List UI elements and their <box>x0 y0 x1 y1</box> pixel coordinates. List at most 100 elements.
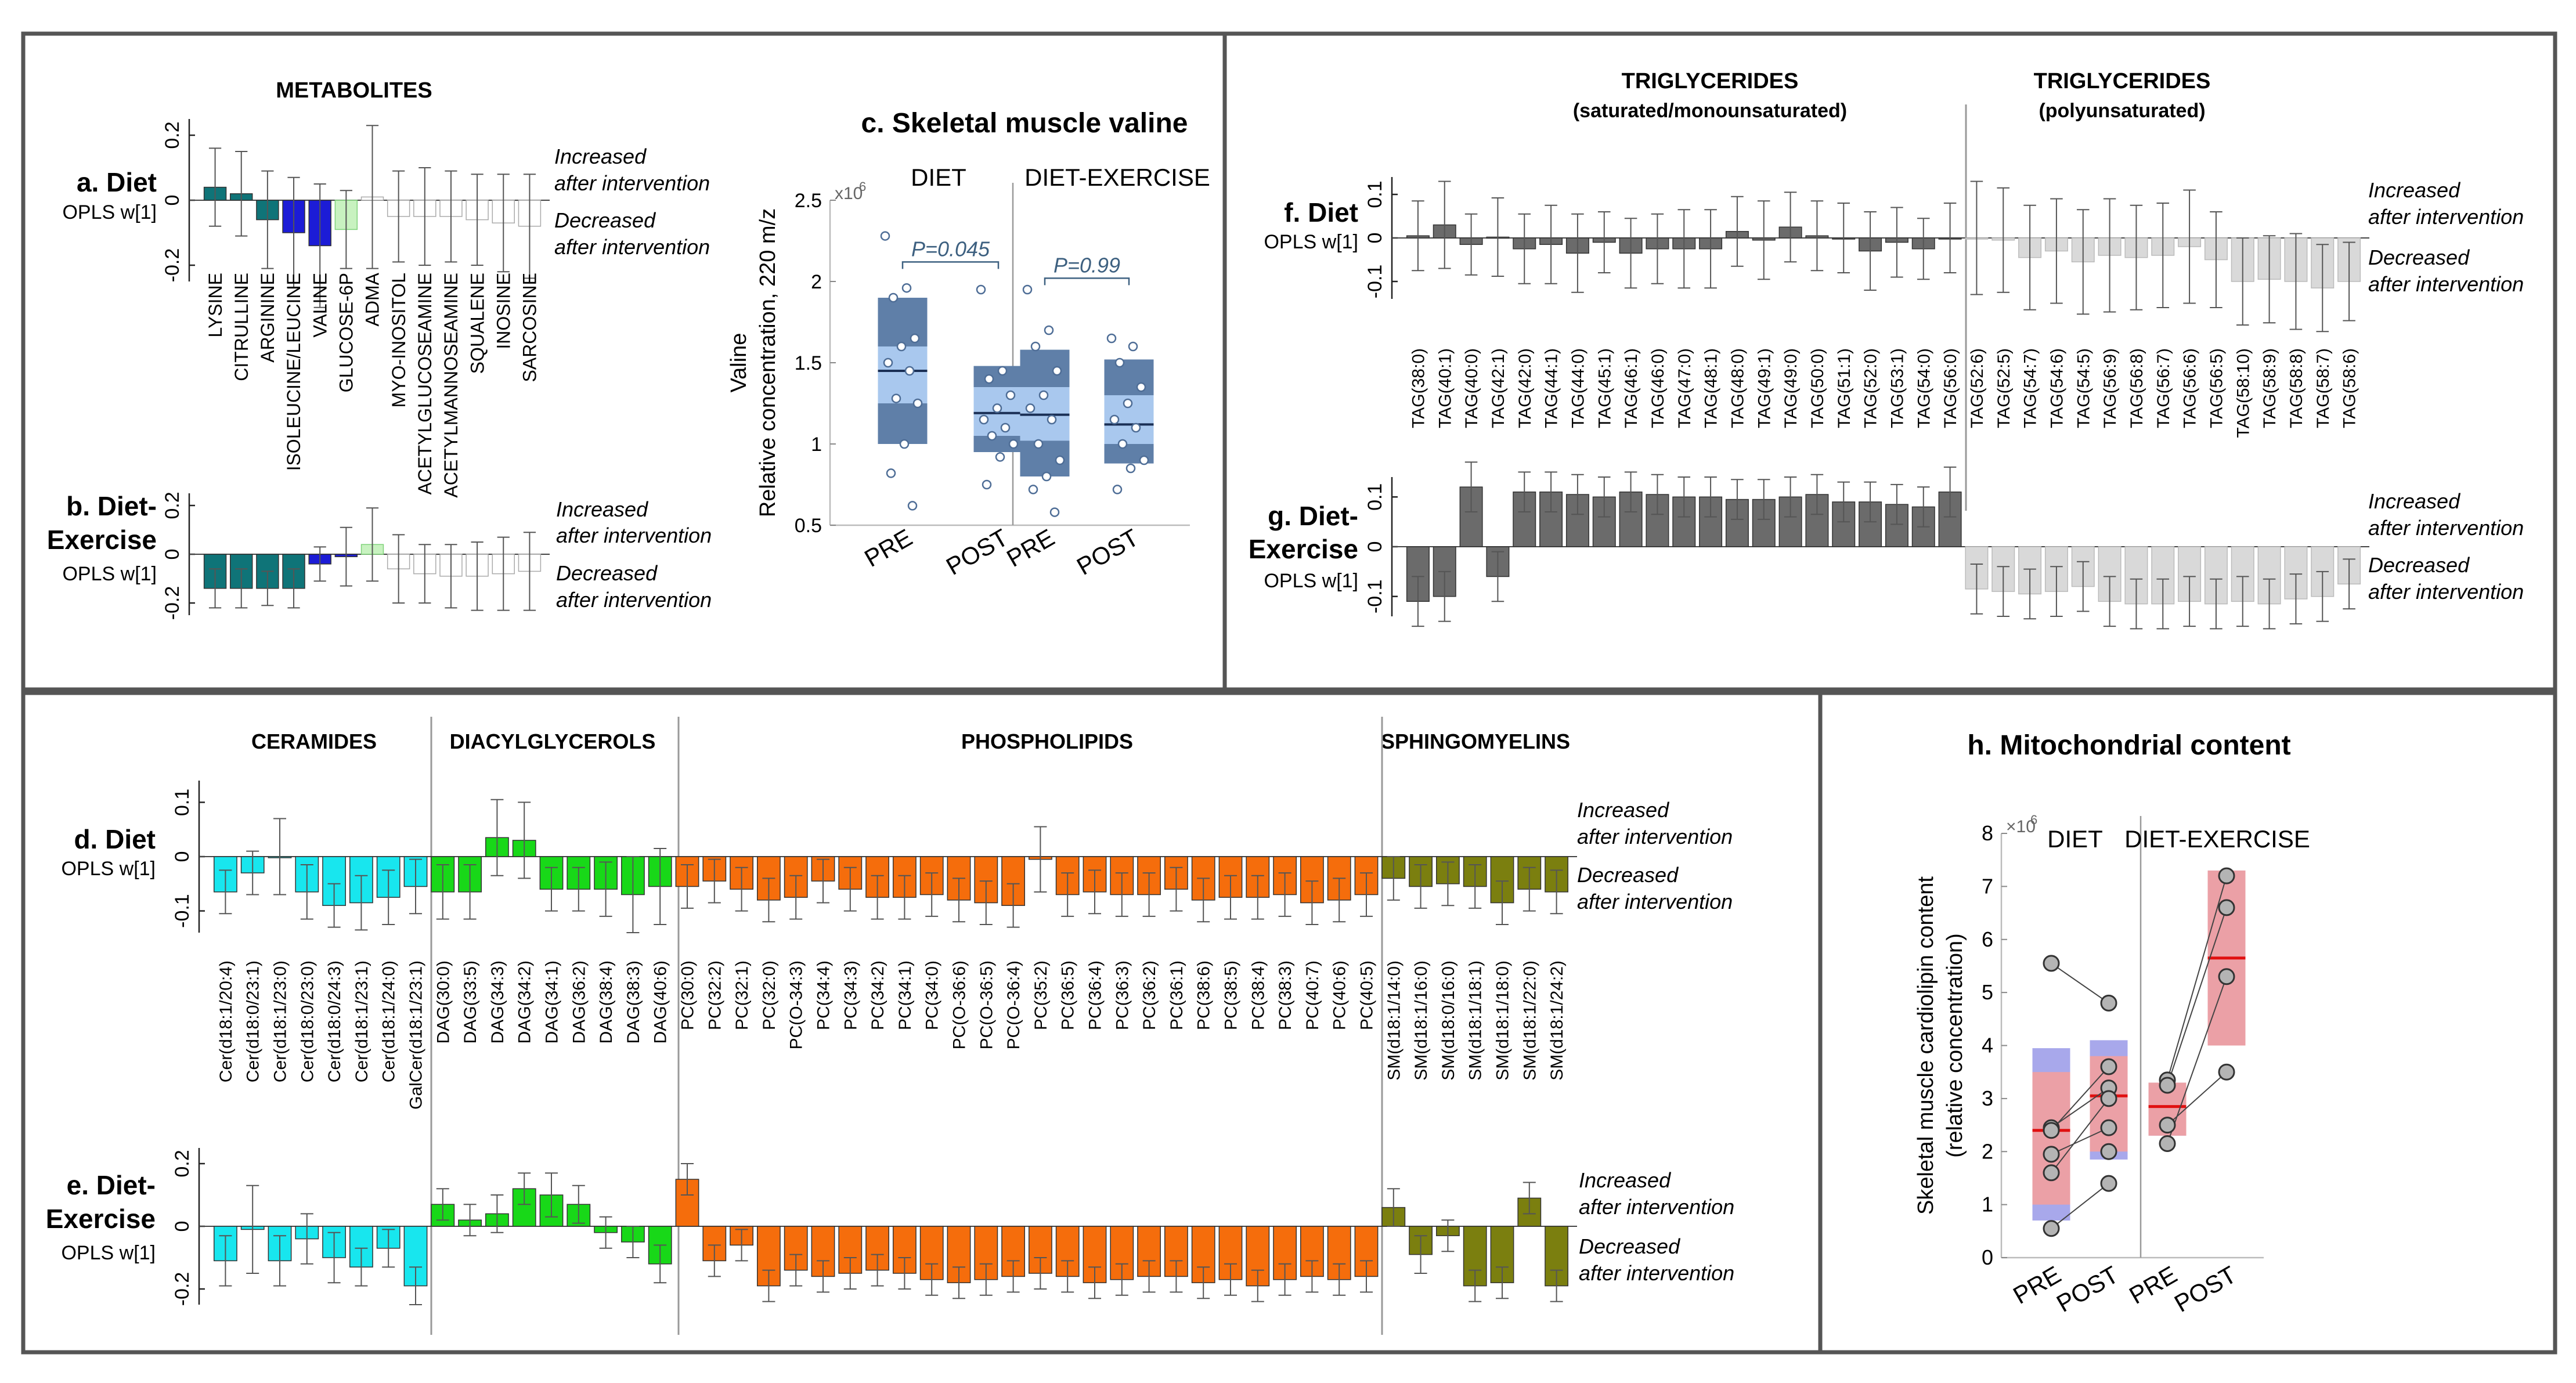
c-point-2-5 <box>1025 403 1036 413</box>
c-point-2-6 <box>1047 414 1057 425</box>
d-category-label-14: DAG(38:4) <box>597 960 616 1043</box>
c-point-3-5 <box>1109 414 1120 425</box>
h-pair-line-diet-1 <box>2051 1087 2109 1128</box>
c-point-1-8 <box>1008 439 1019 449</box>
c-point-2-10 <box>1028 485 1038 494</box>
g-ytick-label-0: -0.1 <box>1364 579 1386 613</box>
c-point-0-0 <box>880 231 890 241</box>
h-point-2-1 <box>2159 1077 2176 1094</box>
h-point-0-4 <box>2043 1164 2060 1182</box>
h-point-1-5 <box>2100 1143 2117 1160</box>
h-category-label-2: PRE <box>2124 1261 2181 1309</box>
d-category-label-10: DAG(34:3) <box>488 960 507 1043</box>
b-ytick-label-2: 0.2 <box>161 492 183 519</box>
panel-b-ylabel: OPLS w[1] <box>62 563 157 585</box>
d-category-label-44: SM(d18:1/16:0) <box>1412 960 1431 1081</box>
c-point-1-10 <box>982 479 992 490</box>
c-point-1-0 <box>976 284 986 295</box>
d-category-label-12: DAG(34:1) <box>543 960 562 1043</box>
c-point-2-3 <box>1052 366 1062 376</box>
f-category-label-4: TAG(42:0) <box>1516 348 1535 428</box>
f-category-label-10: TAG(47:0) <box>1675 348 1694 428</box>
h-pair-line-ex-3 <box>2167 976 2227 1144</box>
c-point-2-11 <box>1049 507 1060 517</box>
f-ytick-label-0: -0.1 <box>1364 265 1386 299</box>
f-category-label-9: TAG(46:0) <box>1648 348 1668 428</box>
d-category-label-47: SM(d18:1/18:0) <box>1493 960 1513 1081</box>
c-point-3-1 <box>1128 341 1138 352</box>
h-pair-line-diet-3 <box>2051 1127 2109 1155</box>
c-ytick-label-1: 1 <box>811 434 822 456</box>
c-ylabel-2: Relative concentration, 220 m/z <box>756 208 780 517</box>
annotation-f-after-1: after intervention <box>2368 205 2524 229</box>
a-category-label-0: LYSINE <box>205 273 226 337</box>
f-category-label-28: TAG(56:7) <box>2154 348 2173 428</box>
h-point-2-3 <box>2159 1135 2176 1153</box>
f-category-label-31: TAG(58:10) <box>2234 348 2253 438</box>
d-category-label-26: PC(34:0) <box>923 960 942 1030</box>
c-point-2-1 <box>1044 325 1054 335</box>
c-point-1-1 <box>997 366 1008 376</box>
c-bracket-1 <box>1044 277 1130 286</box>
d-category-label-17: PC(30:0) <box>679 960 698 1030</box>
a-category-label-7: MYO-INOSITOL <box>388 273 409 407</box>
h-ylabel-2: (relative concentration) <box>1943 933 1967 1158</box>
c-point-3-9 <box>1125 463 1136 474</box>
f-category-label-14: TAG(49:0) <box>1781 348 1801 428</box>
c-point-1-2 <box>984 374 994 384</box>
d-category-label-3: Cer(d18:0/23:0) <box>298 960 317 1082</box>
g-bar-8 <box>1619 491 1643 547</box>
chart-b-diet-exercise-metabolites: -0.2 0 0.2 <box>161 492 550 620</box>
h-point-1-3 <box>2100 1090 2117 1107</box>
annotation-e-decreased: Decreased <box>1579 1234 1680 1258</box>
annotation-b-after-2: after intervention <box>556 588 712 612</box>
h-scale-label: ×10 <box>2006 817 2036 836</box>
c-bracket-0 <box>901 261 1000 269</box>
f-category-label-21: TAG(52:6) <box>1968 348 1987 428</box>
f-category-label-7: TAG(45:1) <box>1595 348 1614 428</box>
annotation-e: Increased after intervention Decreased a… <box>1579 1168 1734 1285</box>
f-ytick-label-1: 0 <box>1364 233 1386 244</box>
annotation-f-after-2: after intervention <box>2368 272 2524 296</box>
d-category-label-0: Cer(d18:1/20:4) <box>217 960 236 1082</box>
a-category-label-1: CITRULLINE <box>231 273 252 381</box>
a-category-label-4: VALINE <box>309 273 330 337</box>
section-phospholipids: PHOSPHOLIPIDS <box>961 730 1133 753</box>
a-ytick-label-0: -0.2 <box>161 248 183 283</box>
f-category-label-18: TAG(53:1) <box>1888 348 1907 428</box>
h-scale-exponent: 6 <box>2030 813 2037 827</box>
d-ytick-label-2: 0.1 <box>171 789 193 816</box>
a-category-label-9: ACETYLMANNOSEAMINE <box>441 273 461 498</box>
c-point-3-3 <box>1136 382 1146 392</box>
d-ytick-label-0: -0.1 <box>171 894 193 928</box>
c-scale-label: x10 <box>835 184 863 203</box>
annotation-g-decreased: Decreased <box>2368 553 2470 577</box>
c-point-1-4 <box>992 403 1002 413</box>
annotation-d-after-2: after intervention <box>1577 890 1733 913</box>
annotation-f-decreased: Decreased <box>2368 245 2470 269</box>
d-category-label-19: PC(32:1) <box>733 960 752 1030</box>
c-point-0-11 <box>907 501 918 511</box>
a-category-label-11: INOSINE <box>493 273 514 349</box>
annotation-b-decreased: Decreased <box>556 561 658 585</box>
c-scale-exponent: 6 <box>859 179 866 194</box>
d-category-label-18: PC(32:2) <box>705 960 724 1030</box>
annotation-b-increased: Increased <box>556 497 648 521</box>
d-category-label-30: PC(35:2) <box>1031 960 1051 1030</box>
f-category-label-5: TAG(44:1) <box>1542 348 1561 428</box>
a-category-label-12: SARCOSINE <box>519 273 540 382</box>
h-point-1-0 <box>2100 994 2117 1012</box>
c-point-2-0 <box>1022 284 1033 295</box>
d-category-label-22: PC(34:4) <box>814 960 834 1030</box>
d-category-label-31: PC(36:5) <box>1059 960 1078 1030</box>
c-point-0-4 <box>896 341 907 352</box>
e-ytick-label-1: 0 <box>171 1221 193 1232</box>
h-ytick-label-3: 3 <box>1982 1086 1993 1110</box>
c-ytick-label-4: 2.5 <box>795 190 822 212</box>
f-category-label-35: TAG(58:6) <box>2340 348 2359 428</box>
h-ytick-label-5: 5 <box>1982 980 1993 1004</box>
section-tag-sat-subtitle: (saturated/monounsaturated) <box>1573 100 1847 122</box>
annotation-a-increased: Increased <box>554 145 647 168</box>
d-category-label-28: PC(O-36:5) <box>977 960 996 1049</box>
d-category-label-29: PC(O-36:4) <box>1004 960 1023 1049</box>
